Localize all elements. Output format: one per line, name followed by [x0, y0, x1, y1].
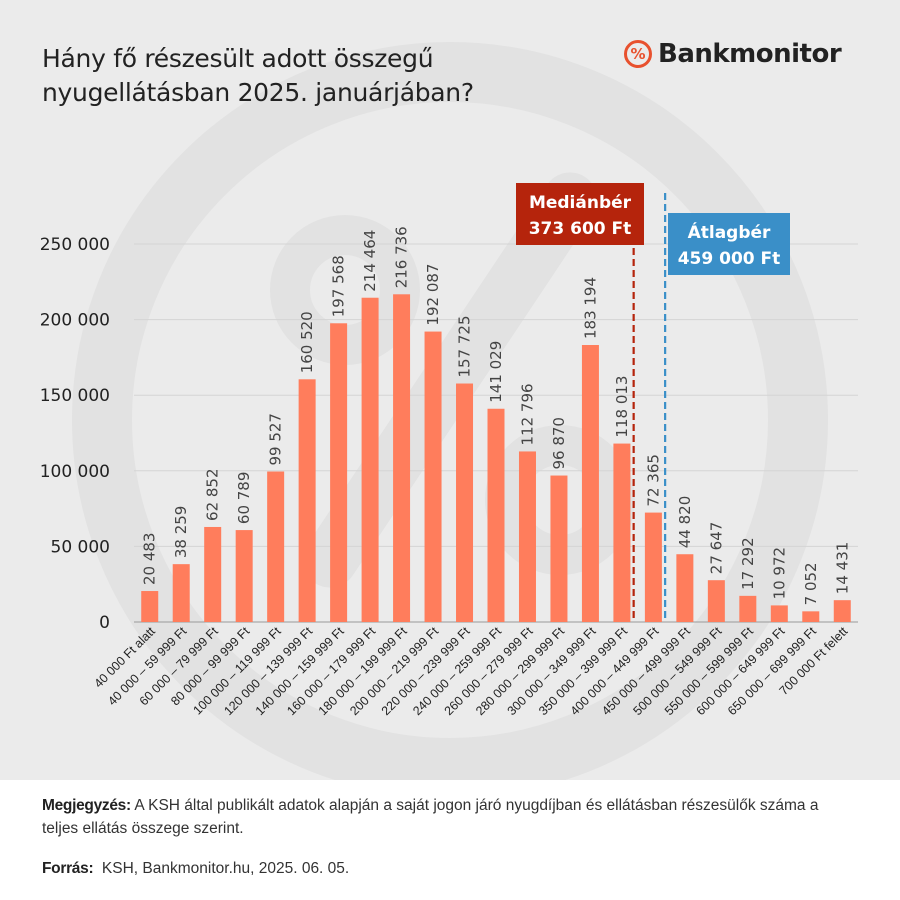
bar: [644, 512, 662, 622]
data-label: 62 852: [204, 468, 222, 521]
data-label: 7 052: [802, 562, 820, 605]
median-label-title: Mediánbér: [529, 193, 632, 213]
data-label: 60 789: [235, 472, 253, 525]
bar: [613, 443, 631, 622]
average-label-title: Átlagbér: [688, 221, 771, 243]
bar: [172, 564, 190, 622]
data-label: 96 870: [550, 417, 568, 470]
data-label: 118 013: [613, 376, 631, 438]
y-tick-label: 150 000: [40, 386, 110, 406]
percent-icon: %: [624, 40, 652, 68]
source-text: KSH, Bankmonitor.hu, 2025. 06. 05.: [93, 860, 350, 877]
bar: [456, 383, 474, 622]
data-label: 216 736: [393, 226, 411, 288]
data-label: 141 029: [487, 341, 505, 403]
y-tick-label: 100 000: [40, 462, 110, 482]
data-label: 112 796: [518, 383, 536, 445]
data-label: 192 087: [424, 264, 442, 326]
note-text: A KSH által publikált adatok alapján a s…: [42, 797, 819, 837]
bar: [393, 294, 411, 622]
data-label: 214 464: [361, 230, 379, 292]
bar: [518, 451, 536, 622]
footer-source: Forrás: KSH, Bankmonitor.hu, 2025. 06. 0…: [42, 860, 349, 878]
chart-title-line-2: nyugellátásban 2025. januárjában?: [42, 78, 474, 107]
y-tick-label: 250 000: [40, 235, 110, 255]
y-tick-label: 50 000: [51, 537, 110, 557]
bar: [267, 471, 285, 622]
bar: [424, 331, 442, 622]
bar: [833, 600, 851, 622]
bar: [298, 379, 316, 622]
bar: [739, 595, 757, 622]
y-tick-label: 0: [99, 613, 110, 633]
data-label: 44 820: [676, 496, 694, 549]
y-tick-label: 200 000: [40, 311, 110, 331]
data-label: 10 972: [770, 547, 788, 600]
bar: [361, 297, 379, 622]
bar: [330, 323, 348, 622]
median-label-box: [516, 183, 644, 245]
footer: Megjegyzés: A KSH által publikált adatok…: [0, 780, 900, 900]
bar-chart: 0 50 000 100 000 150 000 200 000 250 000 20 48…: [40, 183, 858, 718]
bar: [707, 580, 725, 622]
data-label: 27 647: [707, 522, 725, 575]
data-label: 160 520: [298, 311, 316, 373]
median-label-value: 373 600 Ft: [529, 219, 632, 239]
bar: [487, 408, 505, 622]
footer-note: Megjegyzés: A KSH által publikált adatok…: [42, 794, 842, 840]
data-label: 72 365: [644, 454, 662, 507]
bar: [550, 475, 568, 622]
bar: [581, 345, 599, 622]
source-label: Forrás:: [42, 860, 94, 877]
data-label: 157 725: [456, 315, 474, 377]
data-label: 99 527: [267, 413, 285, 466]
data-label: 20 483: [141, 533, 159, 586]
average-label-box: [668, 213, 790, 275]
bar: [141, 591, 159, 622]
bar: [770, 605, 788, 622]
note-label: Megjegyzés:: [42, 797, 131, 814]
bar: [235, 530, 253, 622]
brand-logo: % Bankmonitor: [624, 38, 842, 70]
bar: [802, 611, 820, 622]
data-label: 197 568: [330, 255, 348, 317]
bar: [204, 526, 222, 622]
average-label-value: 459 000 Ft: [678, 249, 781, 269]
data-label: 14 431: [833, 542, 851, 595]
bar: [676, 554, 694, 622]
chart-area: Hány fő részesült adott összegű nyugellá…: [39, 38, 858, 719]
chart-title-line-1: Hány fő részesült adott összegű: [42, 44, 434, 73]
data-label: 183 194: [581, 277, 599, 339]
brand-name: Bankmonitor: [658, 39, 842, 69]
data-label: 38 259: [172, 506, 190, 559]
data-label: 17 292: [739, 537, 757, 590]
